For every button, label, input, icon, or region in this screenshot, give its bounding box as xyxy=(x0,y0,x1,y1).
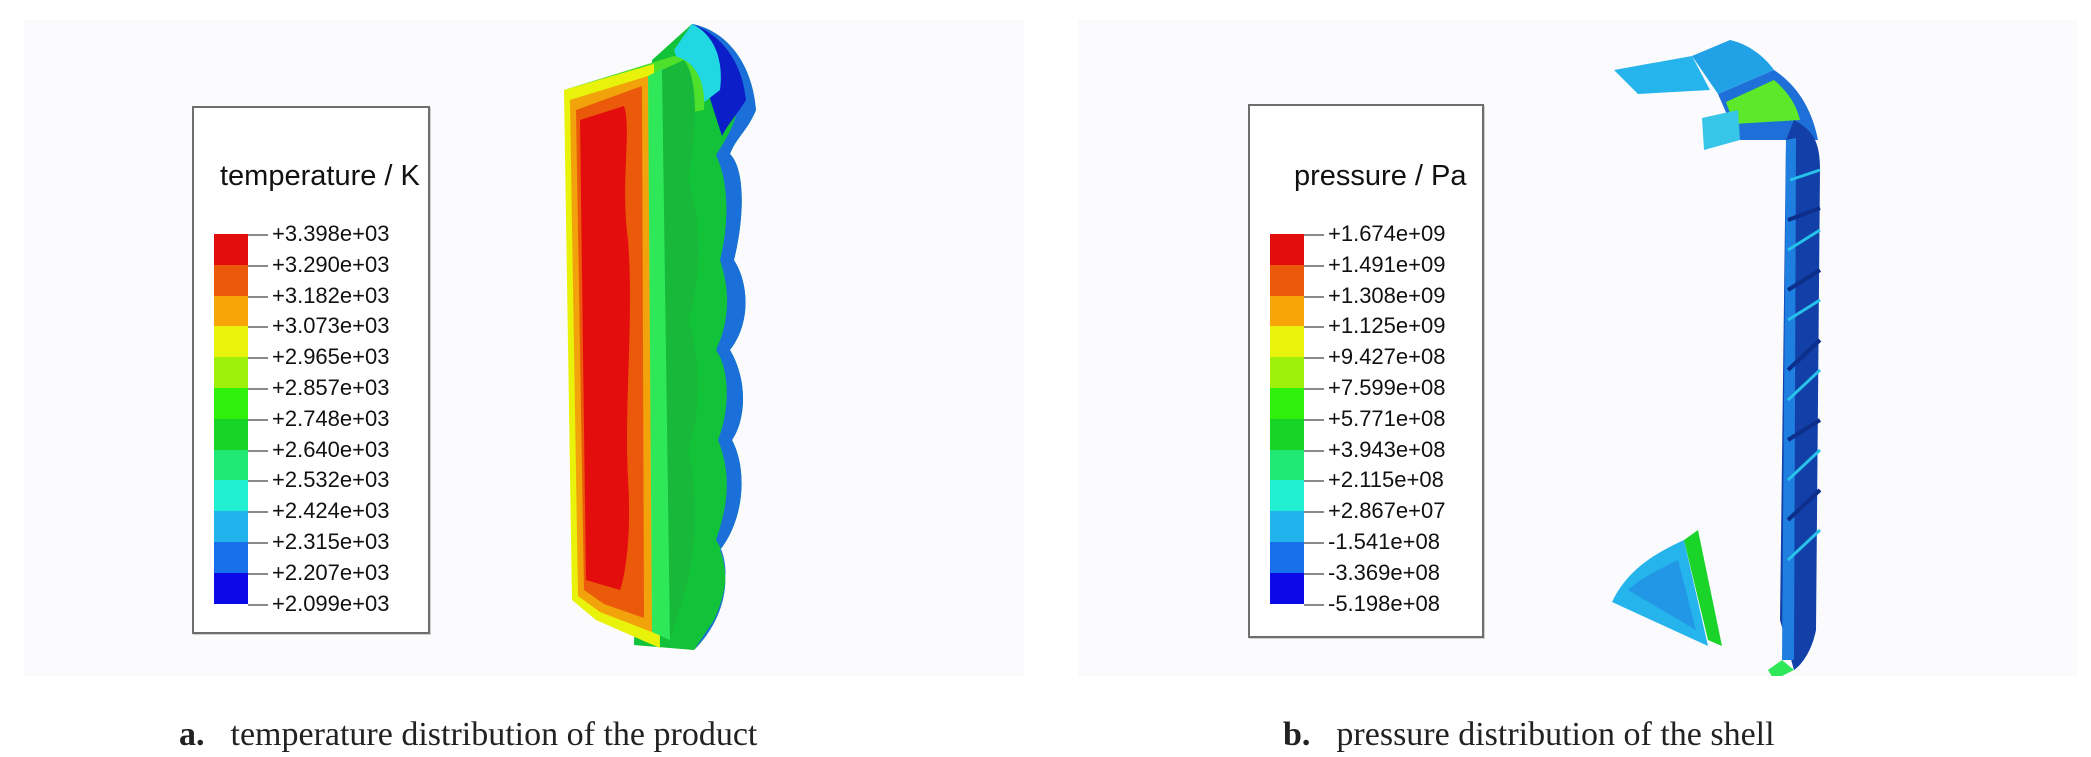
legend-swatch xyxy=(1270,234,1304,265)
legend-swatch xyxy=(1270,542,1304,573)
legend-value: +1.125e+09 xyxy=(1328,313,1446,339)
panel-temperature: temperature / K +3.398e+03 +3.290e+03 +3.1… xyxy=(24,20,1024,753)
legend-swatch xyxy=(214,264,248,296)
legend-swatch xyxy=(214,234,248,265)
legend-tick xyxy=(1304,418,1324,421)
pressure-legend: pressure / Pa +1.674e+09 +1.491e+09 +1.308… xyxy=(1248,104,1484,638)
legend-value: +2.315e+03 xyxy=(272,529,390,554)
legend-tick xyxy=(1304,388,1324,390)
legend-value: +2.857e+03 xyxy=(272,375,390,400)
caption-letter: b. xyxy=(1283,716,1311,753)
legend-value: +3.182e+03 xyxy=(272,282,390,308)
legend-tick xyxy=(1304,480,1324,483)
legend-value: -5.198e+08 xyxy=(1328,590,1440,616)
legend-swatch xyxy=(214,572,248,604)
caption: a. temperature distribution of the produc… xyxy=(179,716,757,754)
legend-tick xyxy=(1304,542,1324,544)
legend-swatch xyxy=(1270,449,1304,481)
legend-swatch xyxy=(1270,357,1304,388)
legend-swatch xyxy=(214,326,248,358)
legend-value: -3.369e+08 xyxy=(1328,559,1440,585)
panel-pressure: pressure / Pa +1.674e+09 +1.491e+09 +1.308… xyxy=(1078,20,2078,753)
legend-value: +1.491e+09 xyxy=(1328,251,1446,277)
legend-tick xyxy=(1304,511,1324,514)
legend-value: +3.943e+08 xyxy=(1328,436,1446,462)
legend-swatch xyxy=(1270,572,1304,604)
legend-value: +2.640e+03 xyxy=(272,436,390,462)
temperature-legend: temperature / K +3.398e+03 +3.290e+03 +3.1… xyxy=(192,106,430,634)
legend-swatch xyxy=(1270,418,1304,450)
legend-tick xyxy=(1304,326,1324,329)
legend-value: +5.771e+08 xyxy=(1328,405,1446,431)
legend-tick xyxy=(1304,357,1324,360)
legend-tick xyxy=(1304,603,1324,606)
legend-tick xyxy=(1304,264,1324,267)
legend-tick xyxy=(248,542,268,544)
legend-tick xyxy=(248,264,268,267)
legend-tick xyxy=(248,480,268,483)
legend-tick xyxy=(248,418,268,421)
legend-swatch xyxy=(1270,388,1304,419)
legend-tick xyxy=(248,326,268,329)
legend-value: +1.674e+09 xyxy=(1328,221,1446,246)
legend-tick xyxy=(248,511,268,514)
legend-swatch xyxy=(1270,326,1304,358)
legend-swatch xyxy=(1270,480,1304,512)
caption-text: pressure distribution of the shell xyxy=(1336,716,1775,753)
legend-value: +3.290e+03 xyxy=(272,251,390,277)
legend-title: pressure / Pa xyxy=(1294,160,1467,192)
legend-swatch xyxy=(1270,511,1304,542)
legend-value: +7.599e+08 xyxy=(1328,375,1446,400)
legend-swatch xyxy=(1270,295,1304,327)
legend-value: +2.115e+08 xyxy=(1328,467,1444,493)
legend-value: +2.867e+07 xyxy=(1328,498,1446,524)
caption-text: temperature distribution of the product xyxy=(230,716,758,753)
legend-swatch xyxy=(214,542,248,573)
legend-tick xyxy=(1304,572,1324,575)
legend-tick xyxy=(1304,449,1324,452)
legend-title: temperature / K xyxy=(220,160,420,192)
legend-tick xyxy=(1304,295,1324,298)
legend-tick xyxy=(248,234,268,236)
legend-value: +2.748e+03 xyxy=(272,405,390,431)
legend-tick xyxy=(248,357,268,360)
legend-value: +9.427e+08 xyxy=(1328,344,1446,370)
legend-swatch xyxy=(214,295,248,327)
legend-swatch xyxy=(214,480,248,512)
legend-value: +2.207e+03 xyxy=(272,559,390,585)
legend-tick xyxy=(248,603,268,606)
legend-tick xyxy=(248,388,268,390)
legend-swatch xyxy=(214,449,248,481)
legend-value: +1.308e+09 xyxy=(1328,282,1446,308)
legend-value: +2.099e+03 xyxy=(272,590,390,616)
legend-swatch xyxy=(214,511,248,542)
legend-value: +2.424e+03 xyxy=(272,498,390,524)
legend-scale: +1.674e+09 +1.491e+09 +1.308e+09 +1.125e+09… xyxy=(1270,223,1480,624)
caption-letter: a. xyxy=(179,716,205,753)
legend-swatch xyxy=(214,357,248,388)
legend-swatch xyxy=(214,388,248,419)
legend-swatch xyxy=(1270,264,1304,296)
legend-swatch xyxy=(214,418,248,450)
legend-tick xyxy=(248,449,268,452)
shell-pressure-render xyxy=(1612,40,1822,676)
legend-value: +2.965e+03 xyxy=(272,344,390,370)
product-temperature-render xyxy=(564,24,756,650)
legend-value: +2.532e+03 xyxy=(272,467,390,493)
legend-value: +3.398e+03 xyxy=(272,221,390,246)
legend-value: +3.073e+03 xyxy=(272,313,390,339)
legend-tick xyxy=(248,572,268,575)
legend-scale: +3.398e+03 +3.290e+03 +3.182e+03 +3.073e+03… xyxy=(214,223,424,624)
legend-tick xyxy=(248,295,268,298)
legend-value: -1.541e+08 xyxy=(1328,529,1440,554)
legend-tick xyxy=(1304,234,1324,236)
caption: b. pressure distribution of the shell xyxy=(1283,716,1775,754)
